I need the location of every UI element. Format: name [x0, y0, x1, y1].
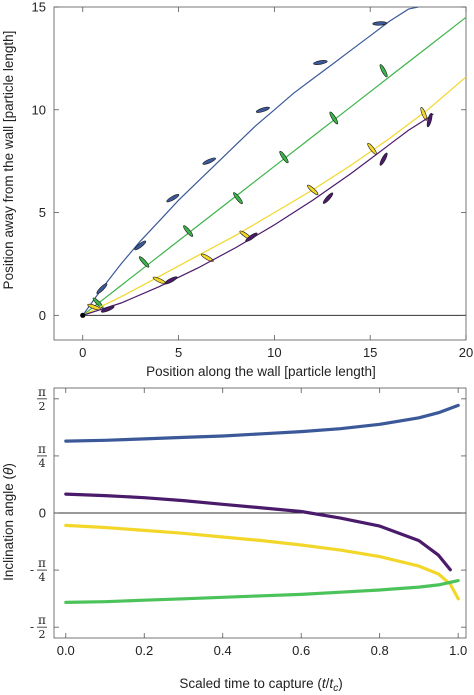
particle-marker-4-2 [164, 276, 178, 285]
angle-line-3 [64, 523, 460, 601]
top-xtick-label: 15 [363, 345, 377, 360]
trajectory-line-1 [82, 7, 419, 316]
bottom-ytick-minus: - [30, 620, 34, 634]
bottom-ytick-numerator: π [38, 556, 46, 570]
bottom-series-group [64, 403, 460, 604]
particle-marker-2-5 [279, 150, 289, 164]
particle-marker-4-5 [379, 152, 388, 166]
trajectory-line-2 [82, 16, 466, 316]
particle-marker-1-4 [202, 157, 216, 165]
bottom-ylabel-theta: θ [1, 467, 16, 475]
top-ytick-label: 10 [32, 102, 46, 117]
particle-marker-2-2 [138, 256, 150, 268]
angle-line-4 [64, 579, 460, 604]
particle-marker-4-3 [245, 232, 258, 242]
bottom-xlabel-slash: / [326, 676, 330, 691]
bottom-ylabel-close: ) [1, 463, 16, 468]
top-xlabel: Position along the wall [particle length… [146, 364, 376, 379]
bottom-ytick-label: π2 [37, 385, 47, 413]
trajectory-line-3 [82, 76, 466, 316]
bottom-xlabel-close: ) [338, 676, 343, 691]
bottom-ytick-label: π2- [30, 613, 47, 641]
top-xtick-label: 5 [175, 345, 182, 360]
particle-marker-1-7 [372, 21, 388, 26]
particle-marker-2-4 [233, 192, 243, 205]
angle-panel: Inclination angle (θ) Scaled time to cap… [1, 385, 467, 694]
trajectory-line-4 [82, 113, 434, 316]
particle-marker-3-7 [420, 107, 428, 121]
start-point [80, 312, 86, 318]
angle-line-2 [64, 492, 452, 572]
bottom-xlabel-tc: t [329, 676, 334, 691]
bottom-xtick-label: 0.8 [371, 643, 389, 658]
bottom-ylabel-text: Inclination angle ( [1, 475, 16, 581]
particle-marker-1-6 [313, 60, 328, 65]
bottom-ytick-label: π4 [37, 442, 47, 470]
top-xtick-label: 0 [79, 345, 86, 360]
top-plot-frame [53, 6, 467, 341]
bottom-xlabel: Scaled time to capture (t/tc) [179, 676, 342, 694]
particle-marker-2-1 [92, 297, 104, 309]
particle-marker-3-3 [200, 253, 214, 262]
top-ytick-label: 15 [32, 0, 46, 15]
bottom-xtick-label: 0.0 [57, 643, 75, 658]
particle-marker-1-3 [166, 194, 180, 203]
particle-marker-2-6 [329, 111, 339, 125]
bottom-ytick-label: 0 [39, 506, 46, 521]
particle-marker-1-5 [255, 106, 270, 113]
bottom-ytick-label: π4- [30, 556, 47, 584]
top-series-group [82, 7, 466, 316]
bottom-ytick-numerator: π [38, 385, 46, 399]
bottom-ytick-minus: - [30, 563, 34, 577]
trajectory-panel: Position along the wall [particle length… [1, 0, 473, 379]
bottom-ytick-denominator: 2 [39, 628, 46, 641]
particle-marker-4-1 [100, 305, 115, 313]
bottom-ytick-denominator: 4 [39, 457, 46, 470]
bottom-xlabel-c: c [333, 683, 338, 694]
particle-marker-2-3 [183, 225, 194, 237]
particle-marker-3-5 [307, 184, 319, 196]
bottom-ytick-numerator: π [38, 613, 46, 627]
particle-marker-1-1 [96, 283, 108, 295]
top-xtick-label: 20 [459, 345, 473, 360]
particle-marker-1-2 [134, 240, 147, 251]
bottom-ylabel: Inclination angle (θ) [1, 463, 16, 581]
bottom-xtick-label: 0.4 [214, 643, 232, 658]
bottom-xtick-label: 1.0 [449, 643, 467, 658]
bottom-ytick-denominator: 4 [39, 571, 46, 584]
angle-line-1 [64, 403, 460, 443]
bottom-ytick-numerator: π [38, 442, 46, 456]
top-ytick-label: 5 [39, 205, 46, 220]
top-ylabel: Position away from the wall [particle le… [1, 31, 16, 290]
bottom-xtick-label: 0.2 [135, 643, 153, 658]
bottom-xtick-label: 0.6 [292, 643, 310, 658]
particle-marker-4-6 [426, 112, 433, 128]
particle-marker-2-7 [379, 64, 388, 78]
top-ytick-label: 0 [39, 308, 46, 323]
bottom-ytick-denominator: 2 [39, 400, 46, 413]
bottom-xlabel-t: t [322, 676, 327, 691]
bottom-xlabel-text: Scaled time to capture ( [179, 676, 322, 691]
top-xtick-label: 10 [267, 345, 281, 360]
particle-marker-4-4 [322, 192, 334, 204]
